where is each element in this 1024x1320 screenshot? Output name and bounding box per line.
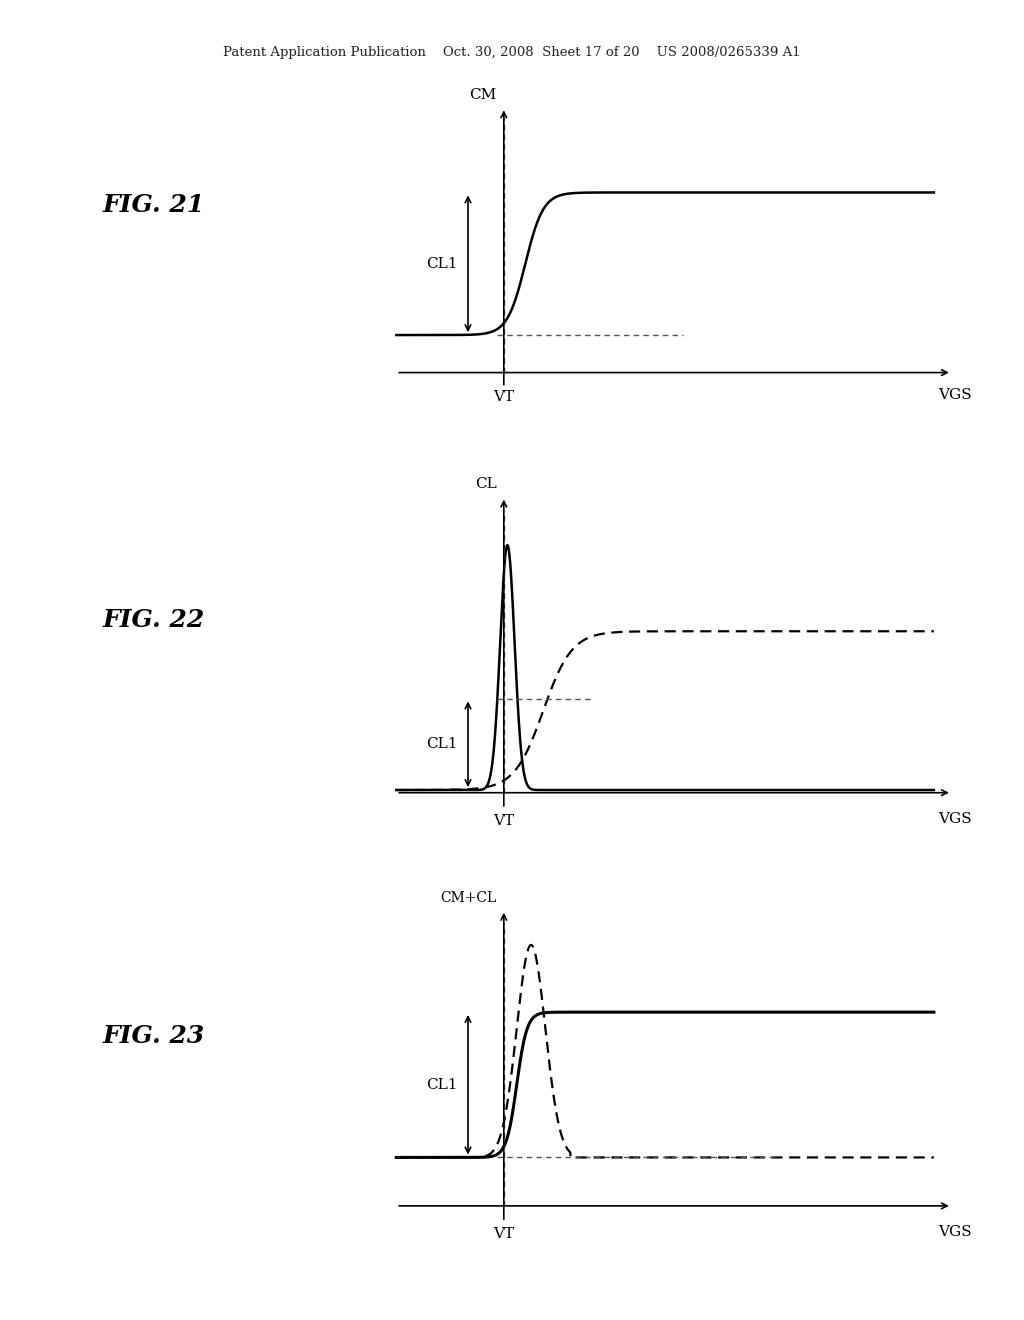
Text: VGS: VGS xyxy=(939,1225,972,1238)
Text: VGS: VGS xyxy=(939,812,972,825)
Text: CM+CL: CM+CL xyxy=(440,891,497,904)
Text: VGS: VGS xyxy=(939,388,972,401)
Text: CL1: CL1 xyxy=(426,1078,457,1092)
Text: FIG. 21: FIG. 21 xyxy=(102,193,205,216)
Text: VT: VT xyxy=(494,1228,514,1241)
Text: CL: CL xyxy=(475,478,497,491)
Text: CL1: CL1 xyxy=(426,257,457,271)
Text: VT: VT xyxy=(494,391,514,404)
Text: CM: CM xyxy=(469,88,497,103)
Text: Patent Application Publication    Oct. 30, 2008  Sheet 17 of 20    US 2008/02653: Patent Application Publication Oct. 30, … xyxy=(223,46,801,59)
Text: VT: VT xyxy=(494,814,514,828)
Text: FIG. 22: FIG. 22 xyxy=(102,609,205,632)
Text: FIG. 23: FIG. 23 xyxy=(102,1024,205,1048)
Text: CL1: CL1 xyxy=(426,738,457,751)
